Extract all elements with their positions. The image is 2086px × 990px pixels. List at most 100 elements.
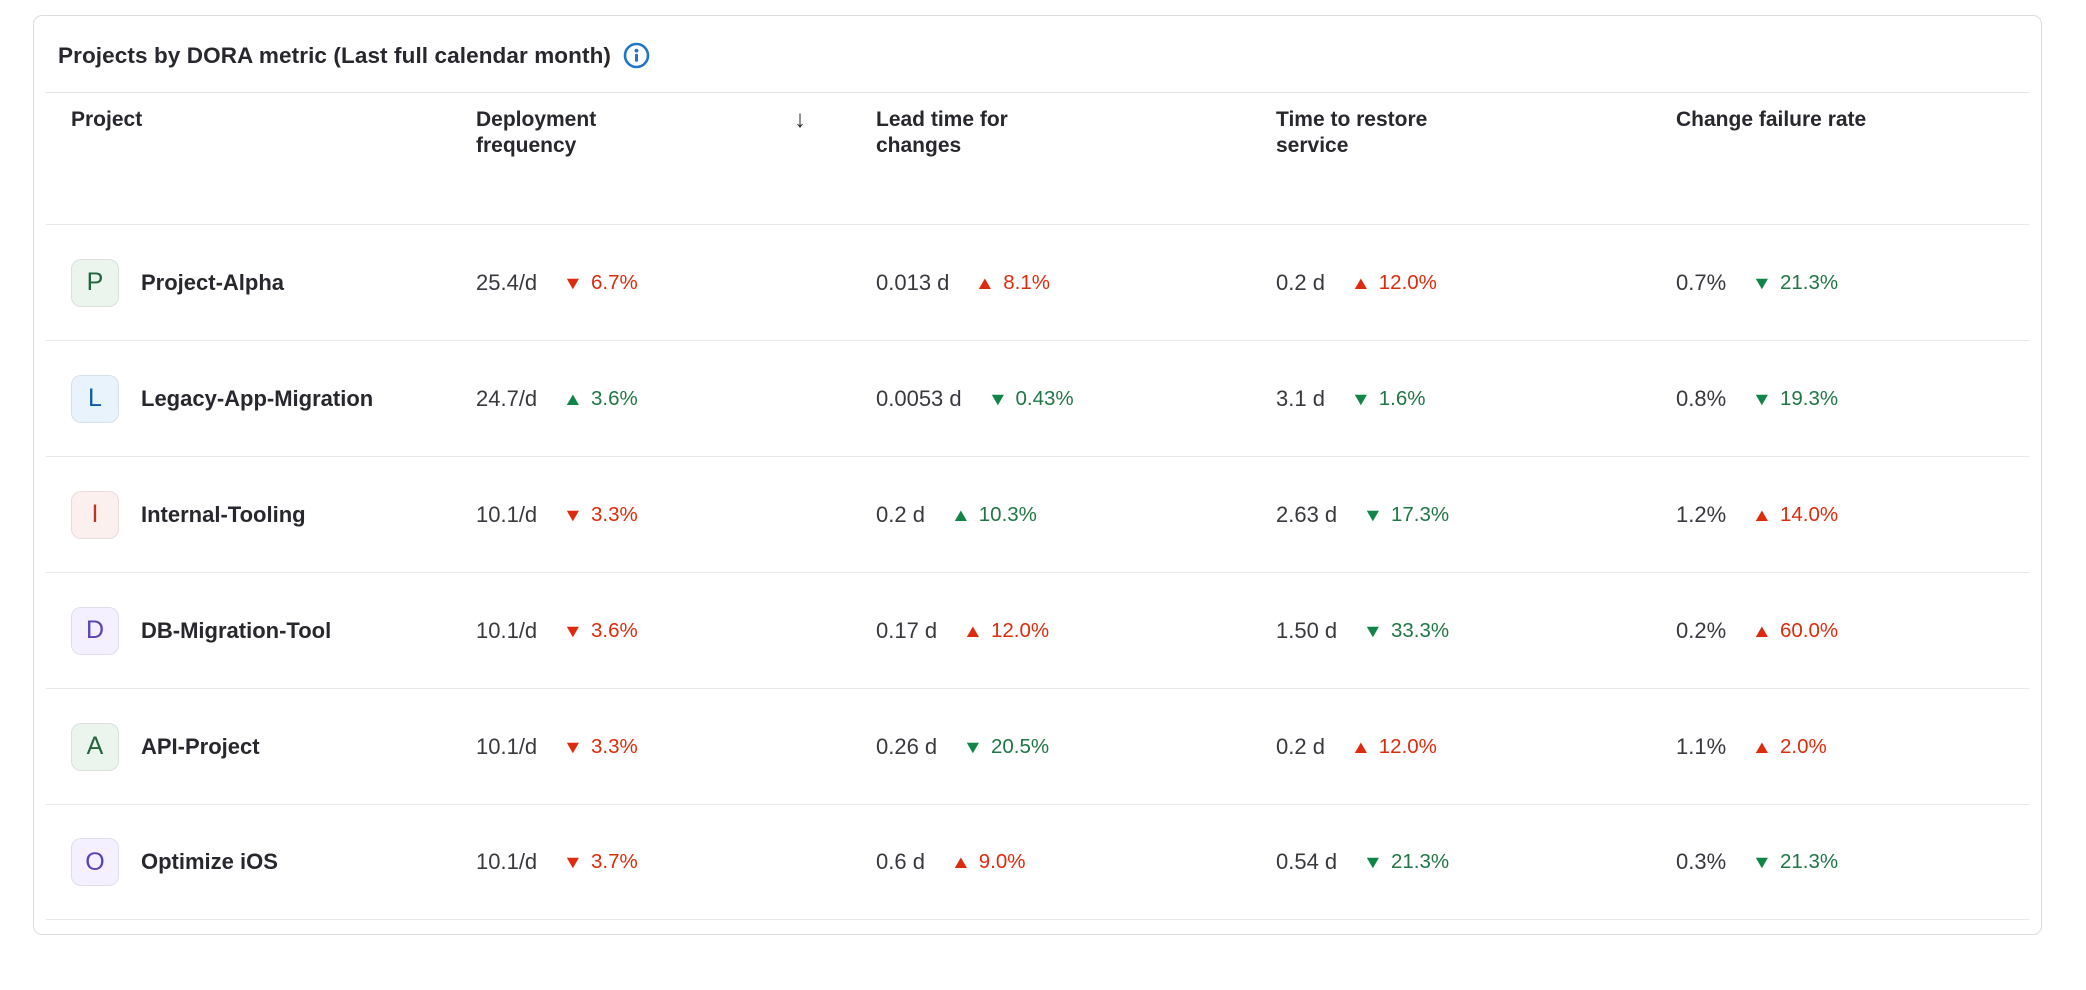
metric-delta: ▲ 9.0% (950, 850, 1026, 874)
metric-value: 1.1% (1676, 733, 1727, 759)
metric-delta: ▼ 3.6% (563, 619, 638, 643)
column-header-label: Lead time for changes (876, 108, 1008, 158)
metric-time-to-restore: 0.2 d ▲ 12.0% (1276, 734, 1676, 760)
metric-value: 10.1/d (476, 617, 538, 643)
trend-down-icon: ▼ (562, 852, 584, 872)
metric-delta: ▼ 21.3% (1363, 850, 1449, 874)
info-icon[interactable] (623, 42, 650, 69)
project-link[interactable]: O Optimize iOS (71, 838, 476, 886)
project-link[interactable]: P Project-Alpha (71, 258, 476, 307)
metric-lead-time: 0.2 d ▲ 10.3% (876, 502, 1276, 528)
metric-value: 0.3% (1676, 849, 1727, 874)
metric-delta: ▲ 10.3% (951, 502, 1037, 527)
card-header: Projects by DORA metric (Last full calen… (46, 16, 2029, 93)
trend-down-icon: ▼ (962, 736, 984, 757)
table-row: A API-Project 10.1/d ▼ 3.3% 0.26 d ▼ 20.… (46, 688, 2029, 804)
metric-delta-value: 10.3% (978, 502, 1037, 526)
trend-down-icon: ▼ (987, 388, 1008, 409)
metric-change-failure-rate: 1.2% ▲ 14.0% (1676, 502, 2029, 528)
trend-down-icon: ▼ (1751, 388, 1773, 409)
metric-delta-value: 12.0% (1378, 270, 1437, 294)
metric-deployment-frequency: 10.1/d ▼ 3.3% (476, 502, 876, 528)
project-link[interactable]: I Internal-Tooling (71, 490, 476, 539)
trend-down-icon: ▼ (562, 504, 584, 525)
metric-time-to-restore: 0.54 d ▼ 21.3% (1276, 849, 1676, 875)
project-link[interactable]: D DB-Migration-Tool (71, 606, 476, 655)
column-header-label: Time to restore service (1276, 108, 1428, 158)
metric-value: 0.6 d (876, 849, 925, 874)
project-name: Optimize iOS (141, 849, 278, 874)
metric-delta-value: 12.0% (1378, 734, 1437, 758)
metric-delta: ▲ 12.0% (962, 619, 1049, 643)
project-avatar: O (71, 838, 119, 886)
metric-delta-value: 3.6% (591, 386, 638, 410)
metric-deployment-frequency: 10.1/d ▼ 3.3% (476, 734, 876, 760)
metric-delta: ▼ 21.3% (1752, 271, 1838, 295)
metric-delta-value: 1.6% (1378, 386, 1426, 410)
metric-value: 0.2 d (1276, 733, 1325, 759)
metric-time-to-restore: 0.2 d ▲ 12.0% (1276, 270, 1676, 296)
project-avatar: P (71, 258, 119, 307)
metric-value: 0.26 d (876, 733, 938, 759)
trend-down-icon: ▼ (1751, 852, 1773, 872)
project-avatar: L (71, 374, 119, 423)
metric-delta: ▼ 1.6% (1351, 386, 1426, 411)
trend-up-icon: ▲ (962, 620, 984, 641)
trend-up-icon: ▲ (1350, 736, 1372, 757)
sort-descending-icon[interactable]: ↓ (794, 106, 806, 133)
project-link[interactable]: A API-Project (71, 722, 476, 771)
trend-down-icon: ▼ (1362, 504, 1384, 525)
metric-value: 2.63 d (1276, 501, 1338, 527)
column-header-lead-time[interactable]: Lead time for changes (876, 107, 1276, 160)
column-header-label: Change failure rate (1676, 108, 1867, 131)
metric-delta: ▲ 8.1% (975, 271, 1050, 295)
metric-delta: ▼ 3.3% (563, 735, 638, 759)
metric-value: 0.013 d (876, 269, 950, 295)
project-name: Internal-Tooling (141, 501, 306, 527)
metric-value: 0.8% (1676, 385, 1727, 411)
project-name: Project-Alpha (141, 269, 285, 295)
trend-up-icon: ▲ (562, 388, 584, 409)
project-name: API-Project (141, 733, 260, 759)
metric-lead-time: 0.013 d ▲ 8.1% (876, 270, 1276, 296)
trend-down-icon: ▼ (562, 272, 584, 293)
metric-delta: ▼ 33.3% (1363, 619, 1449, 643)
trend-up-icon: ▲ (1751, 620, 1773, 641)
metric-change-failure-rate: 0.7% ▼ 21.3% (1676, 270, 2029, 296)
table-row: L Legacy-App-Migration 24.7/d ▲ 3.6% 0.0… (46, 340, 2029, 456)
metric-delta-value: 14.0% (1779, 502, 1839, 526)
metric-delta-value: 3.3% (591, 502, 638, 526)
metric-delta-value: 2.0% (1779, 734, 1827, 758)
metric-delta: ▲ 12.0% (1350, 734, 1437, 759)
column-header-time-to-restore[interactable]: Time to restore service (1276, 107, 1676, 160)
metric-delta-value: 3.7% (591, 850, 638, 873)
metric-value: 0.0053 d (876, 385, 962, 411)
metric-value: 3.1 d (1276, 385, 1325, 411)
metric-delta: ▲ 12.0% (1351, 270, 1437, 295)
metric-delta-value: 60.0% (1779, 618, 1839, 642)
metric-delta: ▲ 14.0% (1752, 502, 1839, 527)
metric-value: 10.1/d (476, 849, 538, 874)
metric-delta-value: 17.3% (1391, 502, 1450, 526)
metric-lead-time: 0.0053 d ▼ 0.43% (876, 386, 1276, 412)
column-header-label: Project (71, 108, 143, 131)
metric-deployment-frequency: 25.4/d ▼ 6.7% (476, 270, 876, 296)
metric-deployment-frequency: 10.1/d ▼ 3.6% (476, 618, 876, 644)
metric-value: 0.7% (1676, 269, 1727, 295)
column-header-deployment-frequency[interactable]: Deployment frequency ↓ (476, 106, 876, 160)
column-header-change-failure-rate[interactable]: Change failure rate (1676, 107, 2029, 133)
metric-value: 10.1/d (476, 733, 538, 759)
column-header-project[interactable]: Project (71, 107, 476, 133)
metric-time-to-restore: 1.50 d ▼ 33.3% (1276, 618, 1676, 644)
metric-lead-time: 0.6 d ▲ 9.0% (876, 849, 1276, 875)
project-avatar: A (71, 722, 119, 771)
trend-up-icon: ▲ (1751, 736, 1773, 757)
metric-deployment-frequency: 10.1/d ▼ 3.7% (476, 849, 876, 875)
trend-up-icon: ▲ (950, 852, 972, 872)
table-row: O Optimize iOS 10.1/d ▼ 3.7% 0.6 d ▲ 9.0… (46, 804, 2029, 920)
project-avatar: D (71, 606, 119, 655)
project-link[interactable]: L Legacy-App-Migration (71, 374, 476, 423)
metric-value: 0.2 d (876, 501, 925, 527)
project-name: Legacy-App-Migration (141, 385, 374, 411)
metric-value: 25.4/d (476, 269, 538, 295)
